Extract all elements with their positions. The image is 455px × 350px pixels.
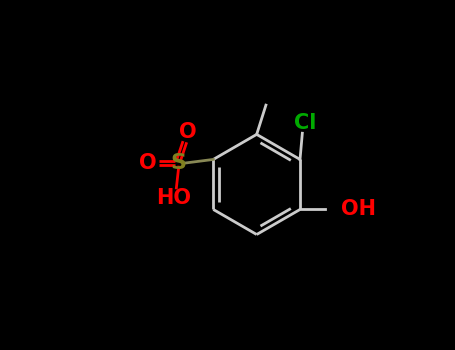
Text: O: O	[139, 153, 157, 173]
Text: Cl: Cl	[294, 113, 317, 133]
Text: OH: OH	[341, 199, 376, 219]
Text: HO: HO	[156, 188, 191, 208]
Text: S: S	[171, 153, 187, 173]
Text: O: O	[179, 122, 197, 142]
